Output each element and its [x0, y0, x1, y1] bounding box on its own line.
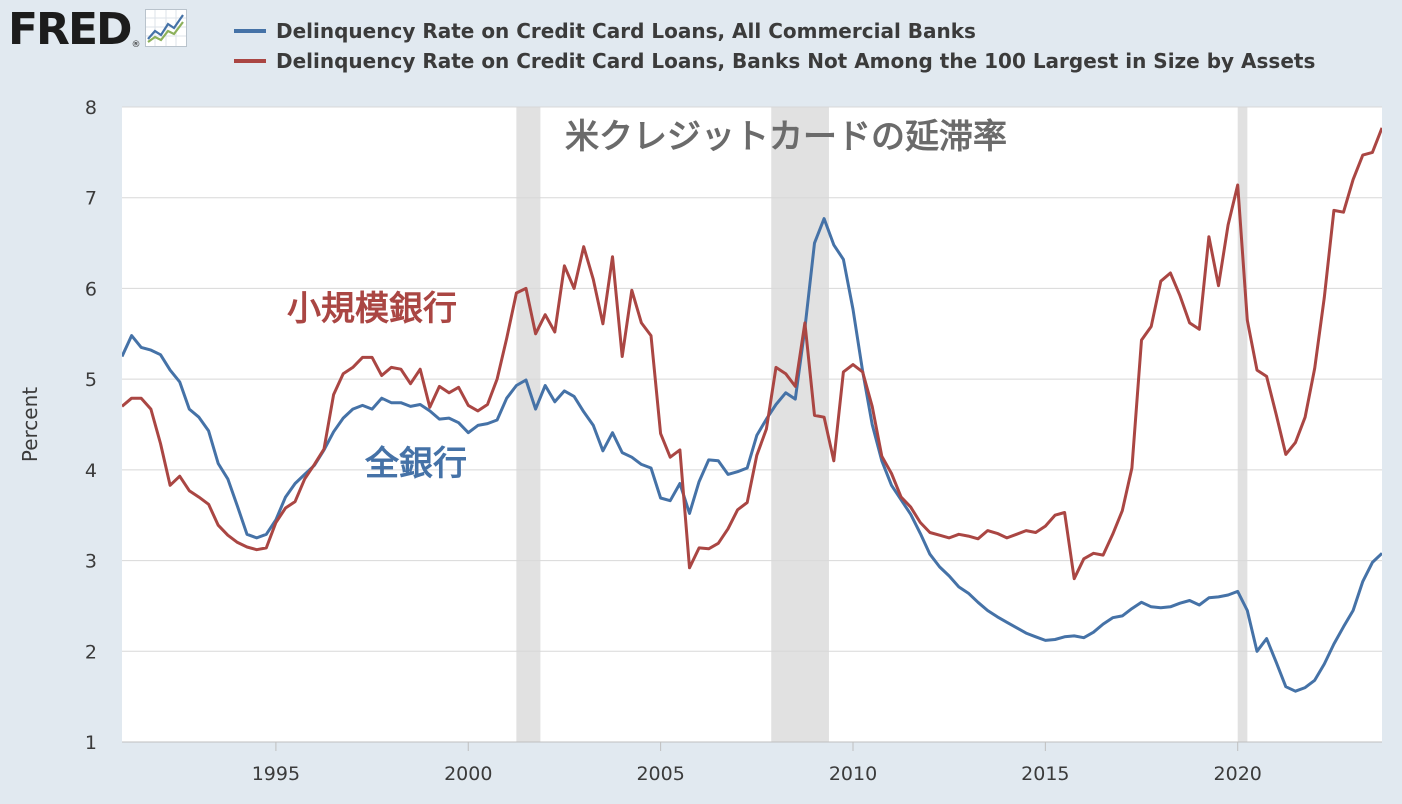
legend-item-small-banks[interactable]: Delinquency Rate on Credit Card Loans, B… — [234, 46, 1315, 76]
y-axis-label: Percent — [18, 387, 42, 462]
fred-logo[interactable]: FRED ® — [8, 8, 187, 52]
series-line-all-banks[interactable] — [122, 217, 1382, 693]
legend-label-all-banks: Delinquency Rate on Credit Card Loans, A… — [276, 19, 976, 43]
x-tick-label: 2020 — [1214, 763, 1262, 785]
legend: Delinquency Rate on Credit Card Loans, A… — [234, 16, 1315, 76]
y-tick-label: 7 — [85, 188, 97, 210]
series-line-small-banks[interactable] — [122, 127, 1382, 581]
legend-swatch-all-banks — [234, 29, 266, 33]
logo-text: FRED — [8, 4, 133, 55]
recession-band-1 — [771, 107, 829, 742]
y-tick-label: 2 — [85, 641, 97, 663]
recession-band-2 — [1237, 107, 1248, 742]
legend-item-all-banks[interactable]: Delinquency Rate on Credit Card Loans, A… — [234, 16, 1315, 46]
plot-area — [122, 107, 1382, 742]
x-tick-label: 2005 — [636, 763, 684, 785]
x-tick-label: 1995 — [252, 763, 300, 785]
registered-mark: ® — [131, 40, 141, 50]
annotation-small-banks: 小規模銀行 — [287, 289, 457, 329]
line-chart-icon — [144, 9, 187, 51]
y-tick-label: 4 — [85, 460, 97, 482]
legend-label-small-banks: Delinquency Rate on Credit Card Loans, B… — [276, 49, 1316, 73]
y-tick-label: 6 — [85, 278, 97, 300]
y-tick-label: 5 — [85, 369, 97, 391]
x-tick-label: 2000 — [444, 763, 492, 785]
annotation-all-banks: 全銀行 — [364, 444, 467, 484]
recession-band-0 — [516, 107, 541, 742]
x-tick-label: 2015 — [1021, 763, 1069, 785]
x-tick-label: 2010 — [829, 763, 877, 785]
y-tick-label: 1 — [85, 732, 97, 754]
chart-title: 米クレジットカードの延滞率 — [565, 117, 1007, 157]
y-tick-label: 3 — [85, 551, 97, 573]
y-tick-label: 8 — [85, 97, 97, 119]
header: FRED ® Delinquency Rate on Credit Card L… — [0, 0, 1402, 90]
legend-swatch-small-banks — [234, 59, 266, 63]
